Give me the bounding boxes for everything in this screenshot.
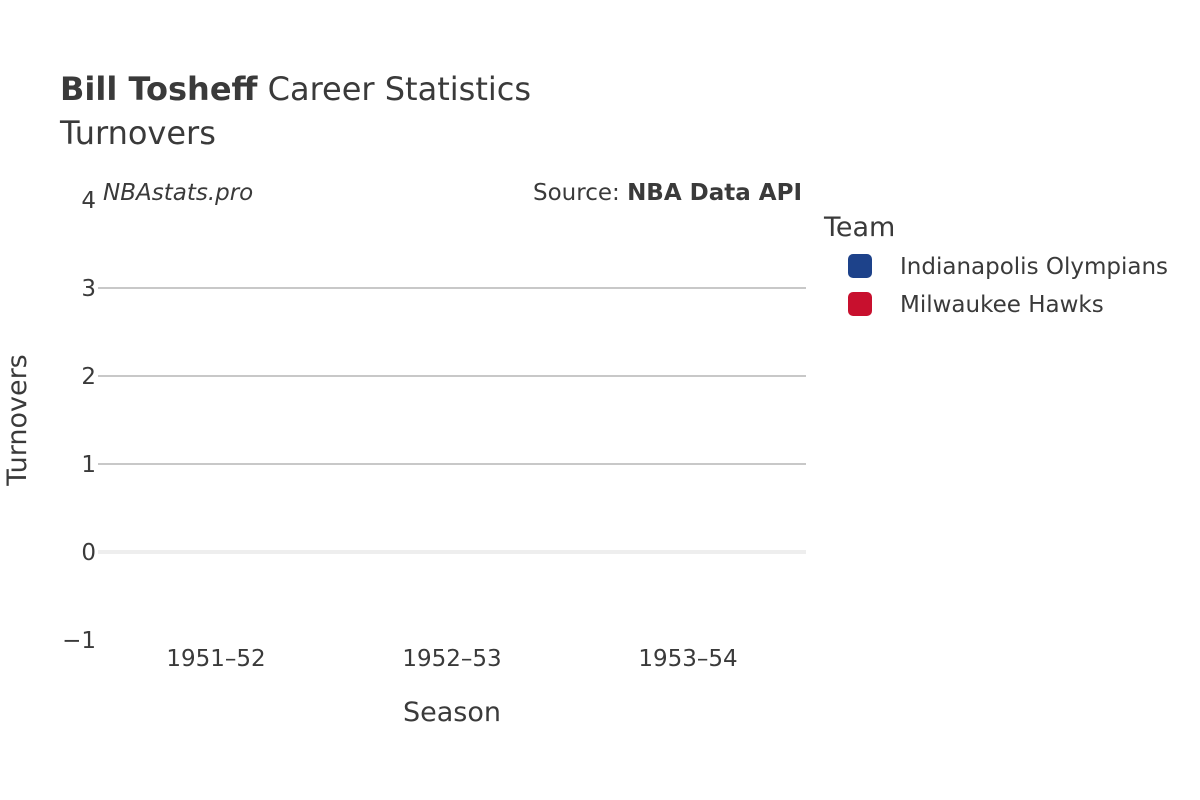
x-axis-title: Season: [403, 697, 501, 728]
y-tick-label: 2: [81, 364, 96, 390]
legend-label[interactable]: Milwaukee Hawks: [900, 292, 1104, 318]
x-tick-label: 1952–53: [402, 646, 501, 672]
y-tick-label: 3: [81, 276, 96, 302]
chart-title-player: Bill Tosheff: [60, 70, 259, 108]
x-axis-ticks: 1951–52 1952–53 1953–54: [166, 646, 737, 672]
y-tick-label: 1: [81, 452, 96, 478]
legend-label[interactable]: Indianapolis Olympians: [900, 254, 1168, 280]
legend-title: Team: [823, 212, 895, 243]
y-tick-label: −1: [62, 628, 96, 654]
source-credit: Source: NBA Data API: [533, 180, 802, 206]
chart-title: Bill Tosheff Career Statistics: [60, 70, 531, 108]
y-axis-ticks: 4 3 2 1 0 −1: [62, 188, 96, 654]
legend: Indianapolis Olympians Milwaukee Hawks: [848, 254, 1168, 318]
chart-title-rest: Career Statistics: [257, 70, 531, 108]
watermark: NBAstats.pro: [103, 180, 253, 206]
chart-subtitle: Turnovers: [59, 114, 216, 152]
legend-swatch[interactable]: [848, 292, 872, 316]
x-tick-label: 1953–54: [638, 646, 737, 672]
source-name: NBA Data API: [627, 180, 802, 206]
source-prefix: Source:: [533, 180, 627, 206]
y-tick-label: 4: [81, 188, 96, 214]
x-tick-label: 1951–52: [166, 646, 265, 672]
y-axis-title: Turnovers: [2, 354, 33, 487]
legend-swatch[interactable]: [848, 254, 872, 278]
gridlines: [98, 287, 806, 554]
y-tick-label: 0: [81, 540, 96, 566]
